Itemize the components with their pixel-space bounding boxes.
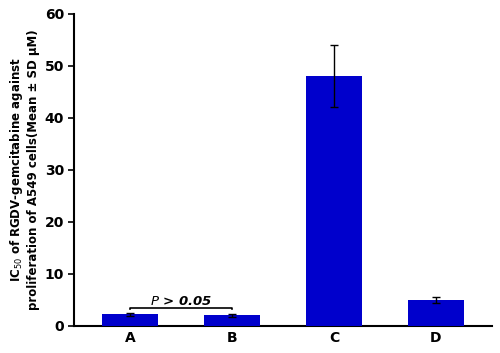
Bar — [204, 316, 260, 326]
Bar — [408, 300, 464, 326]
Y-axis label: IC$_{50}$ of RGDV-gemcitabine against
proliferation of A549 cells(Mean ± SD μM): IC$_{50}$ of RGDV-gemcitabine against pr… — [8, 30, 40, 310]
Text: $P$ > 0.05: $P$ > 0.05 — [150, 295, 212, 307]
Bar — [102, 315, 158, 326]
Bar — [306, 76, 362, 326]
